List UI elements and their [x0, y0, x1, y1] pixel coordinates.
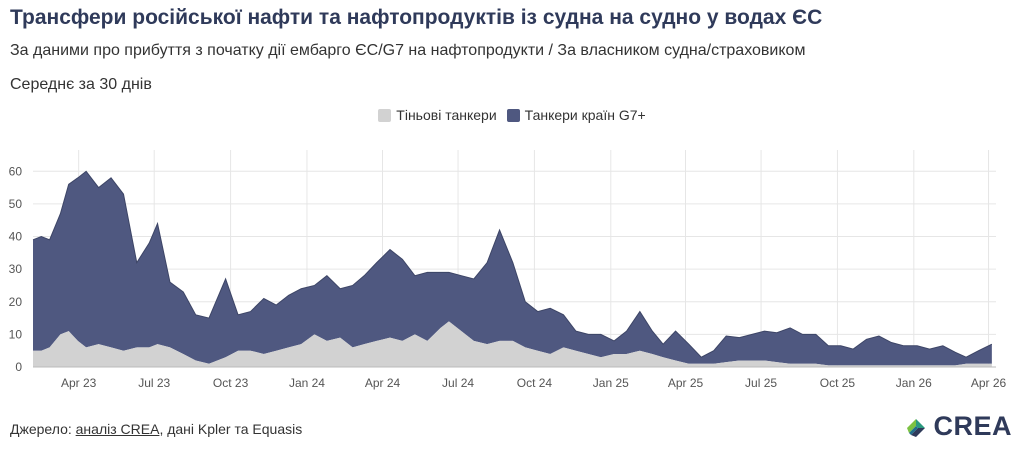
source-suffix: , дані Kpler та Equasis: [159, 421, 303, 437]
y-tick-label: 40: [9, 230, 23, 244]
x-tick-label: Jul 25: [745, 376, 777, 390]
x-tick-label: Jan 24: [289, 376, 325, 390]
series-area-shadow: [33, 321, 992, 367]
x-tick-label: Apr 24: [365, 376, 401, 390]
legend-item-shadow[interactable]: Тіньові танкери: [378, 107, 497, 123]
x-tick-label: Apr 25: [668, 376, 704, 390]
y-tick-label: 30: [9, 262, 23, 276]
x-tick-label: Jul 23: [138, 376, 170, 390]
series-line-g7: [32, 170, 993, 358]
x-tick-label: Oct 25: [820, 376, 856, 390]
source-link[interactable]: аналіз CREA: [75, 421, 160, 437]
y-tick-label: 20: [9, 295, 23, 309]
legend-label-shadow: Тіньові танкери: [396, 107, 497, 123]
y-tick-label: 10: [9, 327, 23, 341]
y-tick-label: 0: [15, 360, 22, 374]
legend-label-g7: Танкери країн G7+: [524, 107, 646, 123]
area-layer: [32, 170, 993, 367]
x-tick-label: Jan 25: [593, 376, 629, 390]
x-tick-label: Apr 26: [971, 376, 1007, 390]
legend-item-g7[interactable]: Танкери країн G7+: [506, 107, 646, 123]
source-prefix: Джерело:: [10, 421, 76, 437]
crea-logo: CREA: [903, 411, 1012, 442]
legend-swatch-shadow: [378, 108, 392, 122]
chart-title: Трансфери російської нафти та нафтопроду…: [10, 6, 823, 29]
y-tick-label: 60: [9, 164, 23, 178]
y-tick-label: 50: [9, 197, 23, 211]
x-tick-label: Oct 24: [517, 376, 553, 390]
crea-leaf-icon: [907, 418, 926, 437]
x-tick-label: Apr 23: [61, 376, 97, 390]
x-tick-label: Jul 24: [442, 376, 474, 390]
crea-logo-text: CREA: [933, 411, 1012, 441]
source-note: Джерело: аналіз CREA, дані Kpler та Equa…: [10, 421, 302, 437]
legend-swatch-g7: [506, 108, 520, 122]
x-tick-label: Oct 23: [213, 376, 249, 390]
chart-note: Середнє за 30 днів: [10, 76, 152, 93]
x-tick-label: Jan 26: [896, 376, 932, 390]
chart-subtitle: За даними про прибуття з початку дії емб…: [10, 42, 806, 59]
legend: Тіньові танкери Танкери країн G7+: [0, 107, 1024, 123]
chart-plot: 0 10 20 30 40 50 60 Apr 23 Jul 23 Oct 23 Jan 24 Apr…: [9, 150, 1007, 390]
series-area-g7: [33, 171, 992, 366]
axis-layer: 0 10 20 30 40 50 60 Apr 23 Jul 23 Oct 23 Jan 24 Apr…: [9, 164, 1007, 390]
